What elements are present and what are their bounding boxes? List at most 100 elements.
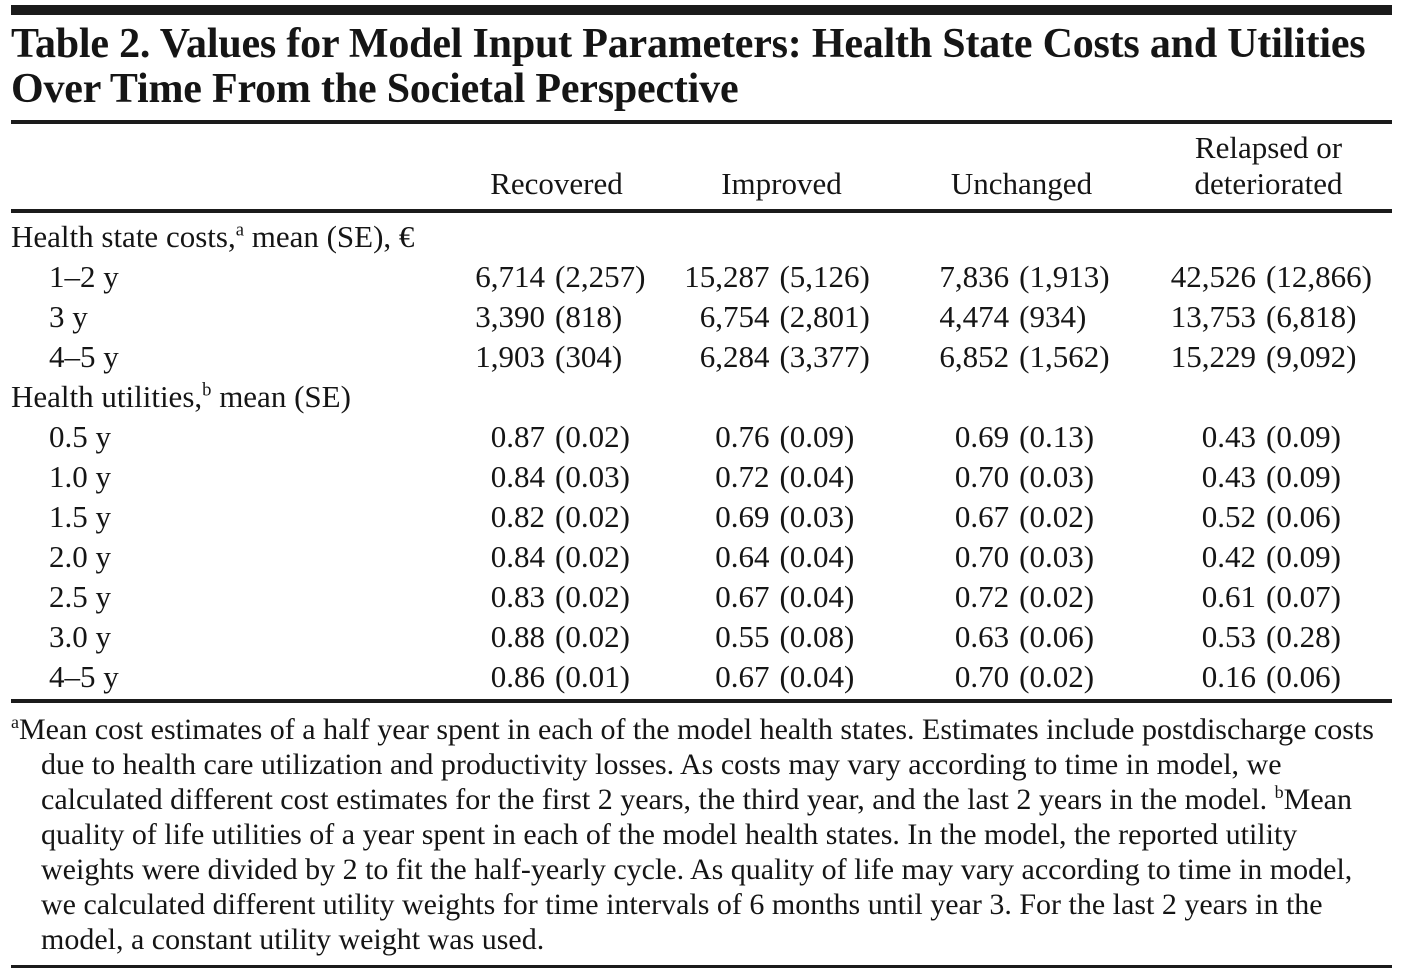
cell-mean-value: 0.63: [954, 619, 1010, 654]
section-label: Health utilities,b mean (SE): [11, 377, 1393, 417]
cell-se-value: (0.09): [1266, 419, 1341, 454]
cell-se-value: (0.28): [1266, 619, 1341, 654]
cell-mean-value: 6,714: [475, 259, 546, 294]
body-rule: [11, 699, 1392, 703]
cell-mean-value: 0.84: [490, 459, 546, 494]
cell-mean-value: 0.67: [715, 659, 770, 694]
cell-se-value: (0.08): [779, 619, 855, 654]
table-row: 1.5 y 0.82 (0.02) 0.69 (0.03) 0.67 (0.02) 0.52 (…: [11, 497, 1392, 537]
cell-mean-value: 0.55: [715, 619, 770, 654]
cell-mean-value: 0.69: [954, 419, 1010, 454]
section-label-text: Health state costs,: [11, 219, 236, 254]
section-header-row: Health utilities,b mean (SE): [11, 377, 1392, 417]
cell-mean-value: 0.87: [490, 419, 546, 454]
cell-mean-value: 15,287: [684, 259, 770, 294]
table-row: 4–5 y 0.86 (0.01) 0.67 (0.04) 0.70 (0.02) 0.16 (…: [11, 657, 1392, 697]
cell-se-value: (5,126): [779, 259, 870, 294]
cell-mean-value: 4,474: [939, 299, 1010, 334]
table-cell: 6,852 (1,562): [899, 337, 1144, 377]
cell-se-value: (0.09): [779, 419, 855, 454]
row-label: 2.0 y: [49, 539, 111, 574]
cell-se-value: (934): [1019, 299, 1087, 334]
table-cell: 0.43 (0.09): [1144, 457, 1393, 497]
cell-se-value: (0.03): [1019, 459, 1095, 494]
cell-mean-value: 0.53: [1201, 619, 1257, 654]
table-cell: 6,754 (2,801): [664, 297, 899, 337]
cell-mean-value: 6,754: [699, 299, 770, 334]
table-cell: 0.87 (0.02): [449, 417, 664, 457]
section-header-row: Health state costs,a mean (SE), €: [11, 217, 1392, 257]
row-label: 3 y: [49, 299, 88, 334]
cell-mean-value: 6,284: [699, 339, 770, 374]
row-label: 4–5 y: [49, 659, 119, 694]
cell-se-value: (0.13): [1019, 419, 1095, 454]
cell-mean-value: 0.70: [954, 459, 1010, 494]
cell-mean-value: 0.86: [490, 659, 546, 694]
table-row: 0.5 y 0.87 (0.02) 0.76 (0.09) 0.69 (0.13) 0.43 (…: [11, 417, 1392, 457]
table-cell: 3,390 (818): [449, 297, 664, 337]
footnote-marker: b: [1274, 782, 1284, 802]
cell-se-value: (0.09): [1266, 459, 1341, 494]
table-row: 4–5 y 1,903 (304) 6,284 (3,377) 6,852 (1,562) 1…: [11, 337, 1392, 377]
cell-se-value: (3,377): [779, 339, 870, 374]
table-cell: 1,903 (304): [449, 337, 664, 377]
cell-mean-value: 0.83: [490, 579, 546, 614]
cell-se-value: (0.04): [779, 459, 855, 494]
table-cell: 0.53 (0.28): [1144, 617, 1393, 657]
cell-se-value: (2,257): [555, 259, 646, 294]
row-label: 1.0 y: [49, 459, 111, 494]
cell-se-value: (0.06): [1019, 619, 1095, 654]
table-row: 1.0 y 0.84 (0.03) 0.72 (0.04) 0.70 (0.03) 0.43 (…: [11, 457, 1392, 497]
cell-se-value: (0.02): [1019, 579, 1095, 614]
table-cell: 0.67 (0.04): [664, 657, 899, 697]
title-rule: [11, 120, 1392, 124]
table-cell: 0.16 (0.06): [1144, 657, 1393, 697]
table-cell: 0.64 (0.04): [664, 537, 899, 577]
cell-se-value: (0.03): [1019, 539, 1095, 574]
table-cell: 0.63 (0.06): [899, 617, 1144, 657]
row-label: 1.5 y: [49, 499, 111, 534]
cell-mean-value: 0.67: [954, 499, 1010, 534]
cell-se-value: (6,818): [1266, 299, 1357, 334]
cell-mean-value: 0.82: [490, 499, 546, 534]
cell-mean-value: 0.69: [715, 499, 770, 534]
table-row: 2.5 y 0.83 (0.02) 0.67 (0.04) 0.72 (0.02) 0.61 (…: [11, 577, 1392, 617]
cell-se-value: (0.03): [779, 499, 855, 534]
table-cell: 0.61 (0.07): [1144, 577, 1393, 617]
table-title: Table 2. Values for Model Input Paramete…: [11, 21, 1366, 112]
cell-mean-value: 15,229: [1170, 339, 1257, 374]
header-rule: [11, 209, 1392, 213]
row-label: 3.0 y: [49, 619, 111, 654]
table-cell: 4,474 (934): [899, 297, 1144, 337]
table-header-row: Recovered Improved Unchanged Relapsed or…: [11, 130, 1392, 202]
cell-mean-value: 0.67: [715, 579, 770, 614]
column-header-recovered: Recovered: [490, 166, 623, 201]
cell-se-value: (12,866): [1266, 259, 1372, 294]
cell-mean-value: 0.42: [1201, 539, 1257, 574]
cell-mean-value: 0.72: [954, 579, 1010, 614]
cell-mean-value: 0.16: [1201, 659, 1257, 694]
table-cell: 6,284 (3,377): [664, 337, 899, 377]
cell-mean-value: 13,753: [1170, 299, 1257, 334]
column-header-improved: Improved: [721, 166, 842, 201]
cell-mean-value: 6,852: [939, 339, 1010, 374]
cell-se-value: (0.04): [779, 539, 855, 574]
cell-mean-value: 0.43: [1201, 419, 1257, 454]
table-cell: 0.70 (0.03): [899, 537, 1144, 577]
cell-mean-value: 1,903: [475, 339, 546, 374]
table-cell: 0.70 (0.03): [899, 457, 1144, 497]
cell-se-value: (0.06): [1266, 659, 1341, 694]
cell-se-value: (0.02): [1019, 659, 1095, 694]
cell-se-value: (0.04): [779, 579, 855, 614]
cell-mean-value: 0.43: [1201, 459, 1257, 494]
column-header-relapsed-or-deteriorated: Relapsed or deteriorated: [1194, 130, 1343, 201]
table-cell: 0.76 (0.09): [664, 417, 899, 457]
row-label: 2.5 y: [49, 579, 111, 614]
cell-se-value: (0.04): [779, 659, 855, 694]
table-cell: 42,526 (12,866): [1144, 257, 1393, 297]
cell-se-value: (9,092): [1266, 339, 1357, 374]
cell-se-value: (0.03): [555, 459, 630, 494]
cell-se-value: (1,562): [1019, 339, 1110, 374]
cell-se-value: (1,913): [1019, 259, 1110, 294]
table-cell: 0.43 (0.09): [1144, 417, 1393, 457]
